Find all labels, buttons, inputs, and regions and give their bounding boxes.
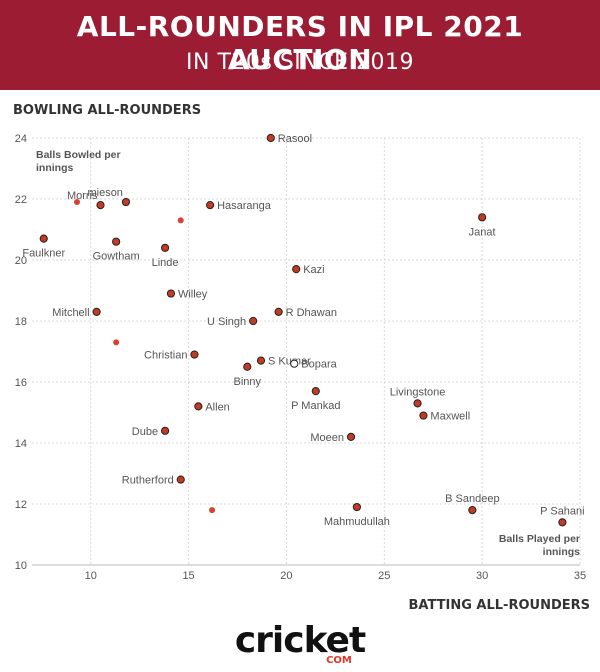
data-point: [413, 399, 422, 408]
point-label: Dube: [132, 426, 158, 438]
x-tick-label: 25: [378, 570, 390, 582]
point-label: Binny: [234, 376, 262, 388]
data-point: [194, 402, 203, 411]
chart-subtitle: IN T20s SINCE 2019: [186, 50, 414, 75]
logo-suffix: COM: [326, 655, 352, 666]
point-label: P Sahani: [540, 505, 584, 517]
point-label: Bopara: [301, 359, 337, 371]
data-point: [352, 502, 361, 512]
data-point: [121, 197, 131, 207]
x-tick-label: 15: [182, 570, 194, 582]
data-point: [206, 201, 215, 210]
point-label: Livingstone: [390, 386, 446, 398]
data-point: [478, 213, 487, 222]
logo-wordmark: cricket: [234, 620, 366, 661]
data-point: [176, 475, 185, 484]
chart-title: ALL-ROUNDERS IN IPL 2021 AUCTION: [76, 10, 524, 76]
point-label: Hasaranga: [217, 200, 272, 212]
y-tick-label: 20: [15, 255, 27, 267]
title-banner: ALL-ROUNDERS IN IPL 2021 AUCTION IN T20s…: [0, 0, 600, 90]
point-label: Willey: [178, 289, 208, 301]
point-label: U Singh: [207, 316, 246, 328]
data-point: [292, 265, 301, 274]
point-label: P Mankad: [291, 400, 340, 412]
data-point: [112, 237, 121, 246]
point-label: R Dhawan: [286, 307, 337, 319]
x-tick-label: 20: [280, 570, 292, 582]
data-point: [558, 518, 567, 527]
x-tick-label: 10: [85, 570, 97, 582]
data-point: [190, 350, 199, 359]
point-label: Allen: [205, 401, 229, 413]
point-label: Linde: [152, 257, 179, 269]
y-axis-annotation: Balls Bowled per: [36, 149, 121, 161]
point-label: Kazi: [303, 264, 324, 276]
unlabeled-point: [74, 199, 81, 206]
data-point: [96, 201, 105, 210]
data-point: [468, 506, 477, 515]
x-axis-annotation: innings: [543, 546, 580, 558]
data-point: [290, 359, 299, 368]
data-point: [274, 307, 283, 316]
unlabeled-point: [113, 339, 120, 346]
data-point: [243, 362, 252, 371]
y-tick-label: 18: [15, 316, 27, 328]
point-label: Gowtham: [93, 251, 140, 263]
point-label: Morris: [67, 190, 98, 202]
x-axis-annotation: Balls Played per: [499, 533, 580, 545]
point-label: Faulkner: [22, 248, 65, 260]
data-point: [92, 307, 101, 316]
x-tick-label: 30: [476, 570, 488, 582]
unlabeled-point: [177, 217, 184, 224]
y-tick-label: 16: [15, 377, 27, 389]
data-point: [249, 316, 258, 326]
cricket-com-logo: cricket COM: [0, 620, 600, 666]
scatter-chart: 10 15 20 25 30 35 10 12 14 16 18 20 22 24 Balls Bowled…: [15, 133, 586, 582]
point-label: Rasool: [278, 133, 312, 145]
y-tick-label: 22: [15, 194, 27, 206]
data-point: [256, 356, 266, 365]
y-tick-label: 10: [15, 560, 27, 572]
data-point: [311, 387, 320, 396]
data-point: [39, 234, 48, 243]
point-label: mieson: [87, 187, 122, 199]
unlabeled-point: [209, 507, 216, 514]
data-point: [160, 426, 170, 435]
point-label: Moeen: [310, 432, 344, 444]
y-axis-annotation: innings: [36, 162, 73, 174]
y-tick-label: 24: [15, 133, 27, 145]
point-label: Mahmudullah: [324, 516, 390, 528]
section-title: BOWLING ALL-ROUNDERS: [13, 103, 202, 118]
point-label: Janat: [469, 226, 496, 238]
point-label: Christian: [144, 350, 187, 362]
x-tick-label: 35: [574, 570, 586, 582]
data-point: [166, 289, 176, 298]
point-label: B Sandeep: [445, 493, 499, 505]
y-tick-label: 12: [15, 499, 27, 511]
data-point: [346, 432, 356, 441]
point-label: Rutherford: [122, 475, 174, 487]
data-point: [419, 411, 428, 420]
data-point: [160, 243, 170, 252]
point-label: S Kumar: [268, 356, 311, 368]
x-axis-title: BATTING ALL-ROUNDERS: [408, 598, 590, 613]
point-label: Mitchell: [52, 307, 89, 319]
y-tick-label: 14: [15, 438, 27, 450]
point-label: Maxwell: [430, 411, 470, 423]
data-point: [266, 133, 275, 143]
